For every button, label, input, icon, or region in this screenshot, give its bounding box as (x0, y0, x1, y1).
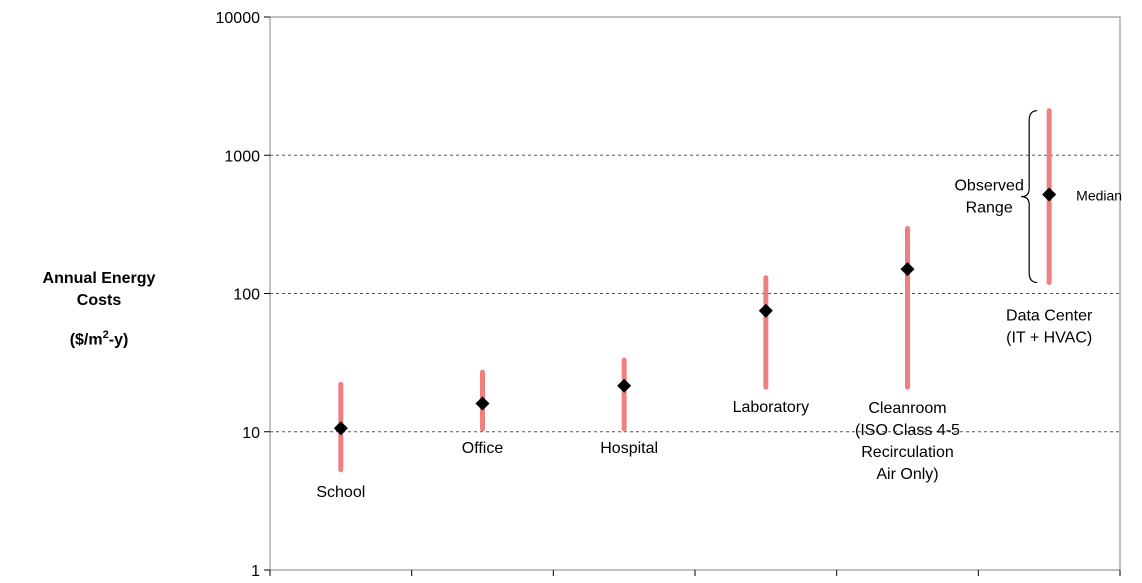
y-tick-label: 1 (251, 563, 260, 580)
category-label-line: (IT + HVAC) (1006, 330, 1092, 347)
y-axis-unit-prefix: ($/m (69, 331, 103, 349)
range-brace (1021, 110, 1038, 284)
median-annotation: Median (1076, 188, 1122, 204)
median-marker (1042, 187, 1057, 202)
median-marker (758, 303, 773, 318)
category-label-line: Data Center (1006, 308, 1093, 325)
y-tick-label: 10000 (216, 10, 261, 27)
median-marker (900, 262, 915, 277)
y-axis-title-line2: Costs (76, 292, 122, 309)
category-label: Cleanroom (ISO Class 4-5 Recirculation Air … (855, 400, 960, 483)
category-label-line: Air Only) (876, 466, 938, 483)
category-label: Data Center (IT + HVAC) (1006, 308, 1093, 347)
gridlines (270, 154, 1120, 433)
category-label: Office (462, 440, 504, 457)
median-marker (333, 421, 348, 436)
y-axis-unit-sup: 2 (102, 329, 109, 341)
y-tick-labels: 1 10 100 1000 10000 (216, 10, 270, 580)
category-label-line: Hospital (600, 440, 658, 457)
y-axis-title-line1: Annual Energy (42, 270, 156, 287)
y-tick-label: 1000 (224, 148, 260, 165)
y-axis-unit: ($/m2-y) (0, 324, 198, 351)
category-label: Hospital (600, 440, 658, 457)
observed-range-annotation: Observed Range (954, 178, 1023, 217)
y-axis-title: Annual Energy Costs ($/m2-y) (0, 268, 198, 351)
category-label-line: Office (462, 440, 504, 457)
y-tick-label: 100 (233, 287, 260, 304)
category-label-line: School (316, 484, 365, 501)
x-tick-marks (269, 570, 1121, 576)
category-label: School (316, 484, 365, 501)
category-label-line: Cleanroom (868, 400, 946, 417)
median-markers (333, 187, 1057, 436)
median-marker (617, 378, 632, 393)
annotations: Observed Range Median (954, 110, 1122, 284)
category-labels: School Office Hospital Laboratory Cleanroom (… (316, 308, 1093, 501)
category-label-line: (ISO Class 4-5 (855, 422, 960, 439)
observed-range-line1: Observed (954, 178, 1023, 195)
median-marker (475, 396, 490, 411)
observed-range-line2: Range (966, 200, 1013, 217)
y-tick-label: 10 (242, 425, 260, 442)
category-label-line: Laboratory (733, 399, 810, 416)
y-axis-unit-suffix: -y) (108, 331, 129, 349)
category-label-line: Recirculation (861, 444, 953, 461)
category-label: Laboratory (733, 399, 810, 416)
